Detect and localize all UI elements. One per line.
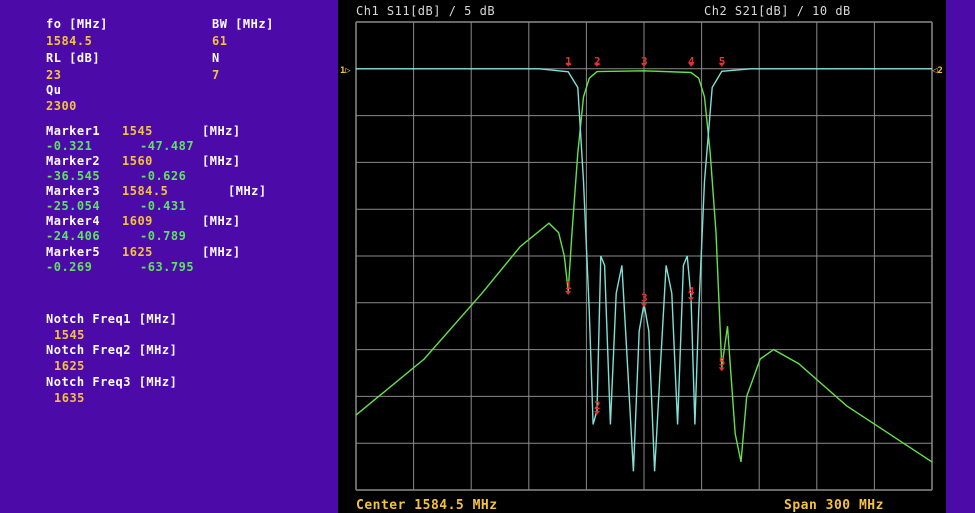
marker-4-trace-label: 4	[688, 285, 695, 298]
marker3-s21: -0.431	[140, 199, 187, 213]
marker-1-top-label: 1	[565, 55, 572, 68]
marker2-s11: -36.545	[46, 169, 101, 183]
marker5-s21: -63.795	[140, 260, 195, 274]
rl-label: RL [dB]	[46, 51, 101, 65]
qu-label: Qu	[46, 83, 62, 97]
marker-5-trace-label: 5	[719, 355, 726, 368]
notch2-label: Notch Freq2 [MHz]	[46, 343, 178, 357]
marker1-s21: -47.487	[140, 139, 195, 153]
notch1-value: 1545	[54, 328, 85, 342]
marker3-s11: -25.054	[46, 199, 101, 213]
marker5-unit: [MHz]	[202, 245, 241, 259]
ch1-reference-marker: 1▷	[340, 66, 351, 76]
marker-5-trace-arrow	[718, 367, 725, 372]
notch3-value: 1635	[54, 391, 85, 405]
marker3-label: Marker3	[46, 184, 101, 198]
marker-5-top-arrow	[718, 62, 725, 67]
fo-label: fo [MHz]	[46, 17, 108, 31]
markers: 1 1 2 2 3 3 4 4 5 5	[565, 55, 725, 415]
marker-5-top-label: 5	[719, 55, 726, 68]
bw-value: 61	[212, 34, 228, 48]
marker1-unit: [MHz]	[202, 124, 241, 138]
marker-3-trace-arrow	[641, 303, 647, 308]
rl-value: 23	[46, 68, 62, 82]
marker-4-top-arrow	[688, 62, 695, 67]
marker5-freq: 1625	[122, 245, 153, 259]
ch1-scale-label: Ch1 S11[dB] / 5 dB	[356, 4, 496, 18]
marker-4-trace-arrow	[688, 297, 695, 302]
marker-1-top-arrow	[565, 62, 572, 67]
span-label: Span 300 MHz	[784, 498, 884, 513]
bw-label: BW [MHz]	[212, 17, 274, 31]
marker1-s11: -0.321	[46, 139, 93, 153]
marker2-freq: 1560	[122, 154, 153, 168]
marker-2-top-label: 2	[594, 55, 601, 68]
marker1-freq: 1545	[122, 124, 153, 138]
marker3-freq: 1584.5	[122, 184, 169, 198]
marker1-label: Marker1	[46, 124, 101, 138]
ch2-scale-label: Ch2 S21[dB] / 10 dB	[704, 4, 851, 18]
plot-grid	[355, 21, 933, 491]
marker-4-top-label: 4	[688, 55, 695, 68]
qu-value: 2300	[46, 99, 77, 113]
marker2-s21: -0.626	[140, 169, 187, 183]
right-border-strip	[946, 0, 975, 513]
marker-1-trace-arrow	[565, 291, 572, 296]
marker4-unit: [MHz]	[202, 214, 241, 228]
marker4-s21: -0.789	[140, 229, 187, 243]
marker-2-trace-label: 2	[594, 399, 601, 412]
notch1-label: Notch Freq1 [MHz]	[46, 312, 178, 326]
marker-3-trace-label: 3	[641, 291, 648, 304]
marker-3-top-label: 3	[641, 55, 648, 68]
marker4-label: Marker4	[46, 214, 101, 228]
marker-1-trace-label: 1	[565, 279, 572, 292]
notch3-label: Notch Freq3 [MHz]	[46, 375, 178, 389]
marker4-freq: 1609	[122, 214, 153, 228]
marker2-unit: [MHz]	[202, 154, 241, 168]
marker-2-trace-arrow	[593, 410, 600, 415]
n-value: 7	[212, 68, 220, 82]
n-label: N	[212, 51, 220, 65]
center-frequency-label: Center 1584.5 MHz	[356, 498, 498, 513]
marker3-unit: [MHz]	[228, 184, 267, 198]
s21-trace	[355, 70, 933, 463]
ch2-reference-marker: ◁2	[932, 66, 943, 76]
marker5-label: Marker5	[46, 245, 101, 259]
marker-readout-panel: fo [MHz] BW [MHz] 1584.5 61 RL [dB] N 23…	[0, 0, 338, 513]
marker4-s11: -24.406	[46, 229, 101, 243]
marker-2-top-arrow	[593, 62, 600, 67]
notch2-value: 1625	[54, 359, 85, 373]
marker-3-top-arrow	[641, 62, 647, 67]
marker2-label: Marker2	[46, 154, 101, 168]
fo-value: 1584.5	[46, 34, 93, 48]
marker5-s11: -0.269	[46, 260, 93, 274]
